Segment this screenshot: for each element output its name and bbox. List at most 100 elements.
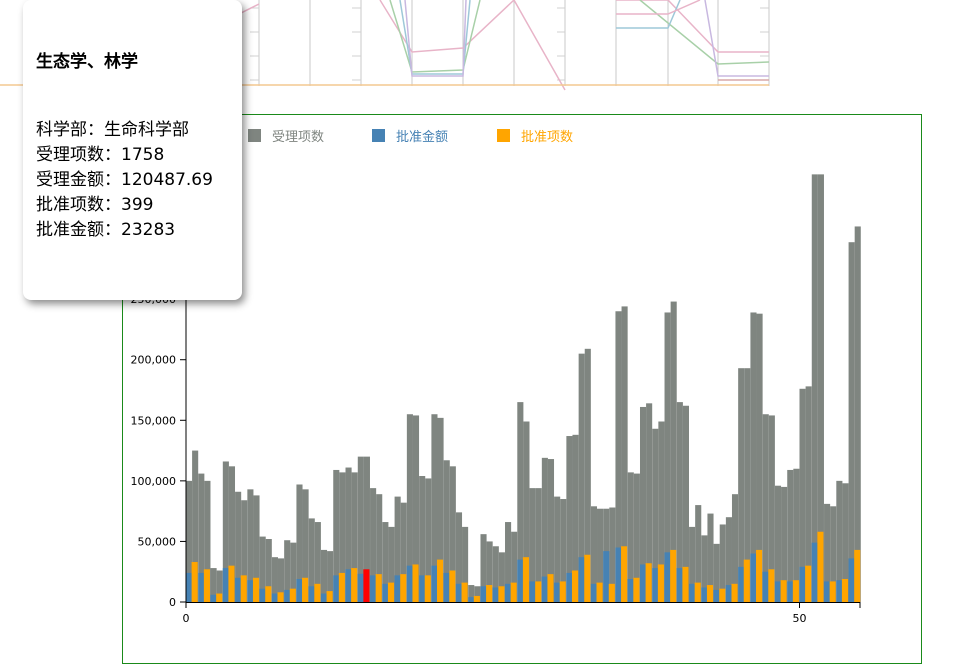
bar-approved-amount[interactable] <box>529 581 536 602</box>
bar-accepted-count[interactable] <box>799 388 806 602</box>
legend-item-approved-count[interactable]: 批准项数 <box>497 126 573 145</box>
bar-accepted-count[interactable] <box>756 313 763 602</box>
bar-approved-amount[interactable] <box>271 593 278 602</box>
bar-accepted-count[interactable] <box>750 312 757 602</box>
bar-approved-count[interactable] <box>461 582 468 602</box>
bar-accepted-count[interactable] <box>284 540 291 602</box>
bar-approved-amount[interactable] <box>210 594 217 602</box>
bar-accepted-count[interactable] <box>327 551 334 602</box>
bar-approved-amount[interactable] <box>517 559 524 602</box>
bar-approved-amount[interactable] <box>578 557 585 602</box>
bar-accepted-count[interactable] <box>320 549 328 602</box>
bar-accepted-count[interactable] <box>296 484 303 602</box>
bar-approved-count[interactable] <box>645 563 652 602</box>
bar-approved-count[interactable] <box>412 564 419 602</box>
bar-approved-count[interactable] <box>191 562 198 602</box>
bar-approved-amount[interactable] <box>296 578 303 602</box>
bar-accepted-count[interactable] <box>388 526 395 602</box>
bar-accepted-count[interactable] <box>646 403 653 602</box>
bar-accepted-count[interactable] <box>259 536 266 602</box>
bar-accepted-count[interactable] <box>505 522 512 602</box>
bar-approved-count[interactable] <box>216 593 223 602</box>
bar-approved-amount[interactable] <box>357 573 364 602</box>
bar-approved-amount[interactable] <box>603 551 610 602</box>
bar-accepted-count[interactable] <box>744 368 751 602</box>
bar-accepted-count[interactable] <box>560 499 567 602</box>
bar-accepted-count[interactable] <box>725 517 732 602</box>
bar-approved-amount[interactable] <box>443 572 450 602</box>
bar-approved-count[interactable] <box>252 577 260 602</box>
bar-accepted-count[interactable] <box>425 478 432 602</box>
bar-accepted-count[interactable] <box>811 174 818 602</box>
bar-accepted-count[interactable] <box>523 421 530 602</box>
bar-accepted-count[interactable] <box>480 534 487 602</box>
bar-accepted-count[interactable] <box>639 406 647 602</box>
bar-approved-amount[interactable] <box>836 580 843 602</box>
bar-accepted-count[interactable] <box>290 542 297 602</box>
bar-approved-count[interactable] <box>719 588 726 602</box>
bar-accepted-count[interactable] <box>578 353 585 602</box>
bar-accepted-count[interactable] <box>277 558 285 602</box>
bar-approved-amount[interactable] <box>541 576 548 602</box>
bar-approved-count[interactable] <box>829 581 836 602</box>
bar-approved-amount[interactable] <box>811 542 818 602</box>
bar-accepted-count[interactable] <box>836 480 843 602</box>
bar-approved-amount[interactable] <box>222 568 229 602</box>
bar-approved-count[interactable] <box>780 580 787 602</box>
bar-approved-amount[interactable] <box>419 575 426 602</box>
bar-approved-count[interactable] <box>694 582 701 602</box>
bar-accepted-count[interactable] <box>615 311 622 602</box>
bar-accepted-count[interactable] <box>511 531 518 602</box>
bar-accepted-count[interactable] <box>498 552 505 602</box>
bar-accepted-count[interactable] <box>787 469 794 602</box>
bar-accepted-count[interactable] <box>793 468 800 602</box>
bar-approved-amount[interactable] <box>345 569 352 602</box>
legend-item-approved-amount[interactable]: 批准金额 <box>372 126 448 145</box>
bar-approved-count[interactable] <box>424 575 431 602</box>
bar-approved-count[interactable] <box>473 595 480 602</box>
bar-accepted-count[interactable] <box>198 473 205 602</box>
bar-accepted-count[interactable] <box>351 472 358 602</box>
bar-accepted-count[interactable] <box>419 476 426 602</box>
bar-accepted-count[interactable] <box>492 546 499 602</box>
bar-accepted-count[interactable] <box>689 526 696 602</box>
bar-accepted-count[interactable] <box>186 480 193 602</box>
bar-approved-count[interactable] <box>547 574 554 602</box>
bar-accepted-count[interactable] <box>363 456 370 602</box>
bar-accepted-count[interactable] <box>474 586 481 602</box>
bar-accepted-count[interactable] <box>762 414 769 602</box>
bar-approved-amount[interactable] <box>738 566 745 602</box>
bar-accepted-count[interactable] <box>584 348 591 602</box>
bar-approved-amount[interactable] <box>492 587 499 602</box>
bar-approved-amount[interactable] <box>848 558 855 602</box>
bar-accepted-count[interactable] <box>235 491 242 602</box>
bar-approved-amount[interactable] <box>615 547 622 602</box>
bar-accepted-count[interactable] <box>713 543 720 602</box>
bar-accepted-count[interactable] <box>854 226 861 602</box>
bar-approved-count[interactable] <box>841 578 849 602</box>
bar-approved-count[interactable] <box>621 546 628 602</box>
bar-accepted-count[interactable] <box>590 506 598 602</box>
bar-accepted-count[interactable] <box>333 469 340 602</box>
bar-approved-count[interactable] <box>437 559 444 602</box>
bar-accepted-count[interactable] <box>731 494 739 602</box>
bar-approved-amount[interactable] <box>235 577 242 602</box>
bar-accepted-count[interactable] <box>302 489 309 602</box>
bar-approved-amount[interactable] <box>652 568 659 602</box>
bar-approved-count-highlighted[interactable] <box>363 569 370 602</box>
bar-approved-amount[interactable] <box>799 566 806 602</box>
bar-accepted-count[interactable] <box>774 485 782 602</box>
bar-approved-amount[interactable] <box>259 588 266 602</box>
bar-accepted-count[interactable] <box>517 402 524 602</box>
bar-approved-amount[interactable] <box>198 572 205 602</box>
bar-approved-count[interactable] <box>854 549 861 602</box>
bar-approved-count[interactable] <box>608 583 615 602</box>
bar-accepted-count[interactable] <box>566 436 573 602</box>
bar-approved-count[interactable] <box>817 531 824 602</box>
bar-approved-amount[interactable] <box>406 565 413 602</box>
bar-approved-amount[interactable] <box>689 583 696 602</box>
bar-approved-count[interactable] <box>277 592 284 602</box>
bar-approved-count[interactable] <box>375 574 382 602</box>
bar-approved-amount[interactable] <box>320 593 328 602</box>
bar-approved-count[interactable] <box>314 583 321 602</box>
